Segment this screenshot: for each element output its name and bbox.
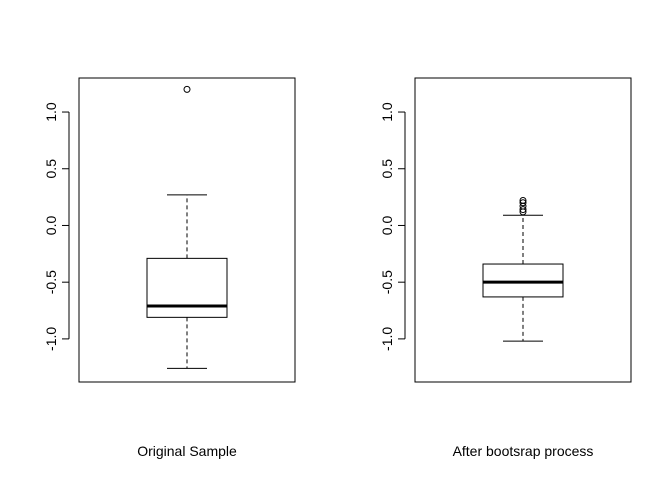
- panel-after-bootstrap: After bootsrap process -1.0 -0.5 0.0 0.5 1.0: [379, 77, 632, 459]
- y-tick-label: -0.5: [379, 270, 395, 294]
- panel-original-sample: Original Sample -1.0 -0.5 0.0 0.5 1.0: [43, 77, 296, 459]
- iqr-box: [146, 257, 228, 318]
- y-tick-label: -1.0: [43, 327, 59, 351]
- y-tick-label: -0.5: [43, 270, 59, 294]
- x-axis-label: After bootsrap process: [453, 443, 594, 459]
- plot-frame: [78, 77, 296, 383]
- y-tick-label: 1.0: [379, 102, 395, 122]
- plot-frame: [414, 77, 632, 383]
- y-tick-label: 0.0: [379, 216, 395, 236]
- outlier-point: [519, 197, 527, 205]
- y-tick-label: 1.0: [43, 102, 59, 122]
- iqr-box: [482, 263, 564, 298]
- outlier-point: [519, 199, 527, 207]
- y-tick-label: 0.5: [379, 159, 395, 179]
- outlier-point: [519, 206, 527, 214]
- x-axis-label: Original Sample: [137, 443, 237, 459]
- y-tick-label: -1.0: [379, 327, 395, 351]
- outlier-point: [183, 85, 191, 93]
- y-tick-label: 0.0: [43, 216, 59, 236]
- y-tick-label: 0.5: [43, 159, 59, 179]
